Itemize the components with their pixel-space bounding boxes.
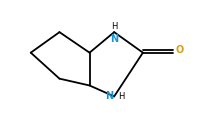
Text: H: H bbox=[110, 22, 117, 30]
Text: O: O bbox=[174, 45, 183, 55]
Text: N: N bbox=[104, 91, 112, 101]
Text: N: N bbox=[110, 34, 118, 44]
Text: H: H bbox=[118, 92, 124, 101]
